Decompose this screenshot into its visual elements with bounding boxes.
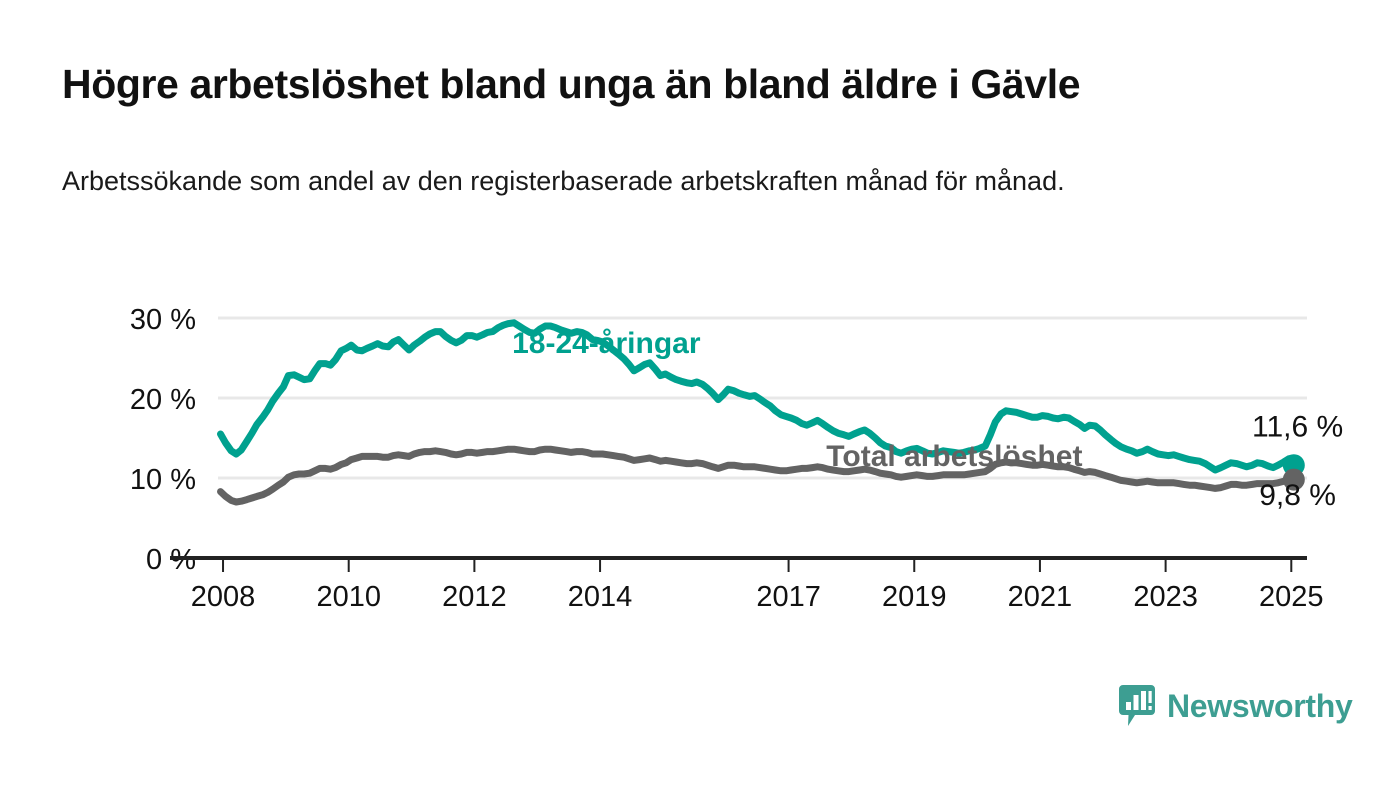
x-axis-tick-label: 2021 xyxy=(1008,581,1073,613)
series-endpoint-marker xyxy=(1282,468,1305,491)
x-axis-tick-label: 2025 xyxy=(1259,581,1324,613)
series-line xyxy=(217,445,1298,506)
y-axis-labels-group: 0 %10 %20 %30 % xyxy=(130,304,196,576)
newsworthy-logo-icon xyxy=(1119,685,1155,726)
page-title: Högre arbetslöshet bland unga än bland ä… xyxy=(62,61,1081,107)
newsworthy-logo-text: Newsworthy xyxy=(1167,687,1353,724)
y-axis-tick-label: 30 % xyxy=(130,304,196,336)
y-axis-tick-label: 20 % xyxy=(130,384,196,416)
x-axis-tick-label: 2012 xyxy=(442,581,507,613)
x-axis-tick-label: 2023 xyxy=(1133,581,1198,613)
x-axis-tick-label: 2010 xyxy=(316,581,381,613)
annotations-group: 18-24-åringar Total arbetslöshet 11,6 % 9,8… xyxy=(512,327,1343,512)
series-line xyxy=(217,319,1298,474)
youth-endpoint-label: 11,6 % xyxy=(1252,410,1343,443)
youth-series-label: 18-24-åringar xyxy=(512,327,701,360)
y-axis-tick-label: 10 % xyxy=(130,464,196,496)
x-axis-tick-label: 2014 xyxy=(568,581,633,613)
series-group xyxy=(217,319,1305,506)
x-axis-tick-label: 2019 xyxy=(882,581,947,613)
x-axis-group xyxy=(170,556,1307,572)
x-axis-tick-label: 2008 xyxy=(191,581,256,613)
total-endpoint-label: 9,8 % xyxy=(1259,479,1336,512)
total-series-label: Total arbetslöshet xyxy=(826,440,1082,473)
chart-subtitle: Arbetssökande som andel av den registerb… xyxy=(62,166,1065,196)
newsworthy-logo[interactable]: Newsworthy xyxy=(1118,684,1353,728)
x-axis-labels-group: 2008 2010 2012 2014 2017 2019 2021 2023 2025 xyxy=(191,581,1324,613)
x-axis-tick-label: 2017 xyxy=(756,581,821,613)
